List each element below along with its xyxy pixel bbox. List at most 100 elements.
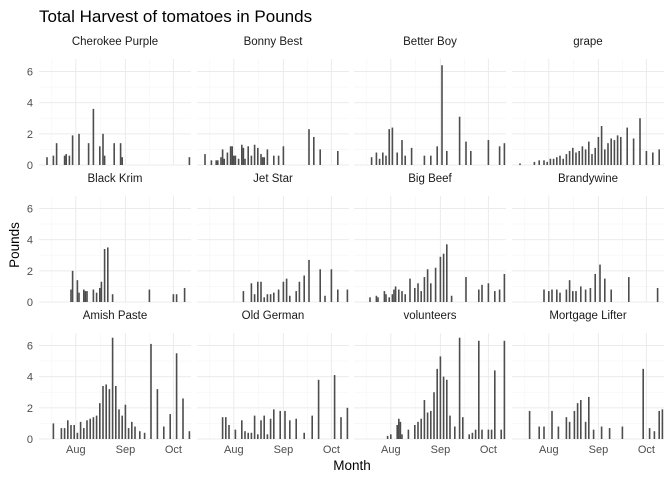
data-bar bbox=[46, 157, 48, 165]
data-bar bbox=[661, 409, 664, 439]
data-bar bbox=[404, 155, 406, 165]
data-bar bbox=[458, 116, 461, 165]
data-bar bbox=[111, 294, 114, 302]
data-bar bbox=[99, 403, 101, 439]
data-bar bbox=[105, 384, 107, 439]
data-bar bbox=[60, 428, 63, 439]
data-bar bbox=[580, 286, 582, 302]
data-bar bbox=[148, 289, 151, 302]
data-bar bbox=[533, 161, 536, 165]
data-bar bbox=[494, 370, 496, 439]
data-bar bbox=[257, 434, 259, 439]
data-bar bbox=[628, 277, 630, 302]
data-bar bbox=[377, 297, 379, 302]
data-bar bbox=[210, 160, 213, 165]
data-bar bbox=[410, 147, 413, 165]
facet-label: Better Boy bbox=[403, 36, 457, 48]
data-bar bbox=[73, 424, 75, 439]
data-bar bbox=[607, 143, 609, 165]
facet-label: Bonny Best bbox=[244, 36, 304, 48]
data-bar bbox=[430, 283, 432, 302]
facet-label: grape bbox=[573, 36, 602, 48]
data-bar bbox=[616, 135, 619, 165]
data-bar bbox=[103, 249, 106, 302]
data-bar bbox=[546, 161, 548, 165]
x-tick-label: Aug bbox=[539, 444, 559, 456]
data-bar bbox=[442, 253, 445, 302]
data-bar bbox=[303, 275, 305, 302]
data-bar bbox=[79, 421, 82, 439]
facet-label: Old German bbox=[242, 310, 305, 322]
data-bar bbox=[253, 144, 256, 165]
data-bar bbox=[441, 65, 443, 165]
data-bar bbox=[150, 343, 152, 439]
data-bar bbox=[183, 287, 186, 302]
data-bar bbox=[375, 152, 378, 165]
data-bar bbox=[591, 154, 593, 165]
facet-label: Black Krim bbox=[88, 173, 143, 185]
data-bar bbox=[407, 429, 410, 439]
data-bar bbox=[313, 136, 315, 165]
x-tick-label: Sep bbox=[116, 444, 136, 456]
data-bar bbox=[409, 278, 411, 302]
facet-label: Big Beef bbox=[408, 173, 452, 185]
facet-label: Mortgage Lifter bbox=[549, 310, 627, 322]
data-bar bbox=[433, 392, 435, 439]
data-bar bbox=[102, 133, 104, 165]
data-bar bbox=[430, 410, 432, 439]
data-bar bbox=[449, 415, 451, 439]
facet-panel: Better Boy bbox=[354, 36, 506, 166]
data-bar bbox=[599, 264, 601, 302]
data-bar bbox=[263, 415, 265, 439]
data-bar bbox=[462, 417, 464, 439]
data-bar bbox=[487, 283, 490, 302]
data-bar bbox=[83, 289, 85, 302]
data-bar bbox=[277, 155, 280, 165]
data-bar bbox=[92, 108, 95, 165]
data-bar bbox=[83, 428, 85, 439]
x-tick-label: Oct bbox=[165, 444, 182, 456]
data-bar bbox=[578, 150, 580, 165]
data-bar bbox=[604, 149, 606, 165]
data-bar bbox=[70, 289, 72, 302]
data-bar bbox=[113, 143, 115, 165]
data-bar bbox=[500, 429, 502, 439]
data-bar bbox=[394, 286, 397, 302]
facet-panel: Amish Paste 0 2 4 6 Aug Sep Oct bbox=[27, 310, 191, 456]
data-bar bbox=[188, 157, 191, 165]
facet-panel: Brandywine bbox=[512, 173, 664, 303]
data-bar bbox=[417, 421, 419, 439]
data-bar bbox=[346, 289, 349, 302]
data-bar bbox=[52, 423, 55, 439]
data-bar bbox=[78, 292, 80, 302]
data-bar bbox=[295, 418, 297, 439]
data-bar bbox=[420, 291, 422, 302]
data-bar bbox=[253, 415, 256, 439]
data-bar bbox=[573, 410, 576, 439]
data-bar bbox=[465, 277, 467, 302]
data-bar bbox=[71, 270, 74, 302]
data-bar bbox=[228, 424, 230, 439]
data-bar bbox=[549, 158, 552, 165]
data-bar bbox=[648, 428, 651, 439]
data-bar bbox=[471, 432, 474, 439]
data-bar bbox=[446, 244, 448, 302]
data-bar bbox=[388, 297, 390, 302]
data-bar bbox=[250, 432, 253, 439]
data-bar bbox=[285, 278, 288, 302]
data-bar bbox=[385, 294, 387, 302]
data-bar bbox=[458, 337, 461, 439]
data-bar bbox=[626, 127, 628, 165]
data-bar bbox=[465, 141, 467, 165]
data-bar bbox=[494, 291, 496, 302]
data-bar bbox=[63, 428, 66, 439]
data-bar bbox=[118, 409, 120, 439]
data-bar bbox=[266, 294, 269, 302]
data-bar bbox=[620, 136, 622, 165]
data-bar bbox=[559, 292, 561, 302]
data-bar bbox=[562, 158, 564, 165]
x-tick-label: Aug bbox=[381, 444, 401, 456]
data-bar bbox=[580, 400, 582, 439]
data-bar bbox=[423, 277, 426, 302]
data-bar bbox=[552, 158, 555, 165]
